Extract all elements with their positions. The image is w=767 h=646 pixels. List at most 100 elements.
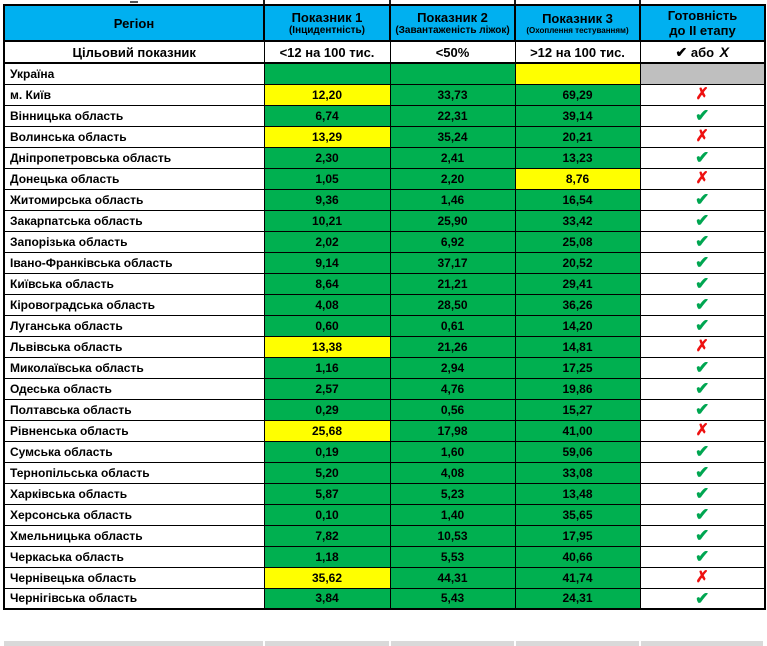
target-row-label: Цільовий показник [3, 40, 265, 64]
indicator2-value: 1,40 [389, 503, 516, 526]
cropped-row-above [0, 0, 767, 4]
indicator3-value: 41,00 [514, 419, 641, 442]
indicator1-value: 4,08 [263, 293, 391, 316]
table-row: Закарпатська область 10,21 25,90 33,42 ✔ [3, 209, 766, 232]
indicator3-value: 17,25 [514, 356, 641, 379]
readiness-x-icon: ✗ [639, 167, 766, 190]
indicator3-value: 35,65 [514, 503, 641, 526]
indicator3-value: 33,42 [514, 209, 641, 232]
readiness-check-icon: ✔ [639, 398, 766, 421]
indicator1-value: 6,74 [263, 104, 391, 127]
cropped-cell [391, 641, 514, 646]
table-row: Чернівецька область 35,62 44,31 41,74 ✗ [3, 566, 766, 589]
check-icon: ✔ [675, 43, 688, 60]
region-name: Кіровоградська область [3, 293, 265, 316]
readiness-check-icon: ✔ [639, 209, 766, 232]
readiness-check-icon: ✔ [639, 482, 766, 505]
table-row: Тернопільська область 5,20 4,08 33,08 ✔ [3, 461, 766, 484]
readiness-column-header: Готовність до II етапу [639, 4, 766, 42]
indicator2-value: 4,76 [389, 377, 516, 400]
indicator3-value: 16,54 [514, 188, 641, 211]
region-name: Сумська область [3, 440, 265, 463]
readiness-check-icon: ✔ [639, 545, 766, 568]
indicator3-value: 20,21 [514, 125, 641, 148]
region-name: Запорізька область [3, 230, 265, 253]
indicator3-value [514, 62, 641, 85]
indicator1-value: 25,68 [263, 419, 391, 442]
indicator3-value: 8,76 [514, 167, 641, 190]
cropped-cell [641, 641, 763, 646]
readiness-mark [639, 62, 766, 85]
table-row: Житомирська область 9,36 1,46 16,54 ✔ [3, 188, 766, 211]
indicator1-value: 7,82 [263, 524, 391, 547]
table-row: Черкаська область 1,18 5,53 40,66 ✔ [3, 545, 766, 568]
target-readiness: ✔ або Х [639, 40, 766, 64]
indicator2-title: Показник 2 [417, 9, 488, 25]
indicator3-value: 25,08 [514, 230, 641, 253]
indicator3-title: Показник 3 [542, 10, 613, 26]
indicator3-value: 13,23 [514, 146, 641, 169]
indicator1-value: 3,84 [263, 587, 391, 610]
indicator2-value: 0,56 [389, 398, 516, 421]
readiness-title: Готовність [667, 8, 738, 23]
table-row: Херсонська область 0,10 1,40 35,65 ✔ [3, 503, 766, 526]
readiness-x-icon: ✗ [639, 83, 766, 106]
table-row: Дніпропетровська область 2,30 2,41 13,23… [3, 146, 766, 169]
region-name: Полтавська область [3, 398, 265, 421]
indicator1-value: 2,30 [263, 146, 391, 169]
indicator3-value: 40,66 [514, 545, 641, 568]
indicator1-value: 9,14 [263, 251, 391, 274]
indicator2-value: 10,53 [389, 524, 516, 547]
indicator2-value: 35,24 [389, 125, 516, 148]
indicator1-value: 2,57 [263, 377, 391, 400]
indicator1-value: 5,87 [263, 482, 391, 505]
region-name: Хмельницька область [3, 524, 265, 547]
indicator2-value [389, 62, 516, 85]
indicator2-value: 1,46 [389, 188, 516, 211]
readiness-check-icon: ✔ [639, 377, 766, 400]
indicator1-value: 1,05 [263, 167, 391, 190]
table-row: Запорізька область 2,02 6,92 25,08 ✔ [3, 230, 766, 253]
readiness-check-icon: ✔ [639, 440, 766, 463]
indicator3-value: 19,86 [514, 377, 641, 400]
region-name: Київська область [3, 272, 265, 295]
indicator2-value: 5,23 [389, 482, 516, 505]
indicator3-value: 14,20 [514, 314, 641, 337]
regions-indicators-table: Регіон Показник 1 (Інцидентність) Показн… [3, 4, 766, 610]
indicator3-value: 20,52 [514, 251, 641, 274]
region-name: Україна [3, 62, 265, 85]
region-name: Закарпатська область [3, 209, 265, 232]
readiness-check-icon: ✔ [639, 356, 766, 379]
indicator1-value: 0,19 [263, 440, 391, 463]
indicator1-value: 1,18 [263, 545, 391, 568]
indicator3-value: 69,29 [514, 83, 641, 106]
table-row: Україна [3, 62, 766, 85]
indicator2-value: 25,90 [389, 209, 516, 232]
column-border-tick [639, 0, 641, 4]
table-row: Львівська область 13,38 21,26 14,81 ✗ [3, 335, 766, 358]
readiness-x-icon: ✗ [639, 566, 766, 589]
indicator3-value: 59,06 [514, 440, 641, 463]
indicator2-value: 5,53 [389, 545, 516, 568]
readiness-check-icon: ✔ [639, 272, 766, 295]
table-row: Хмельницька область 7,82 10,53 17,95 ✔ [3, 524, 766, 547]
cropped-text-remnant [130, 1, 138, 3]
table-row: Луганська область 0,60 0,61 14,20 ✔ [3, 314, 766, 337]
table-row: Івано-Франківська область 9,14 37,17 20,… [3, 251, 766, 274]
indicator3-value: 14,81 [514, 335, 641, 358]
target-indicator1: <12 на 100 тис. [263, 40, 391, 64]
region-name: Житомирська область [3, 188, 265, 211]
indicator2-value: 2,41 [389, 146, 516, 169]
indicator1-value: 35,62 [263, 566, 391, 589]
indicator3-value: 39,14 [514, 104, 641, 127]
indicator2-value: 4,08 [389, 461, 516, 484]
region-name: м. Київ [3, 83, 265, 106]
readiness-subtitle: до II етапу [669, 23, 736, 38]
indicator2-value: 22,31 [389, 104, 516, 127]
region-name: Харківська область [3, 482, 265, 505]
region-header-label: Регіон [113, 15, 155, 31]
x-icon: Х [719, 43, 730, 60]
indicator1-value: 9,36 [263, 188, 391, 211]
indicator3-value: 36,26 [514, 293, 641, 316]
indicator1-value: 12,20 [263, 83, 391, 106]
